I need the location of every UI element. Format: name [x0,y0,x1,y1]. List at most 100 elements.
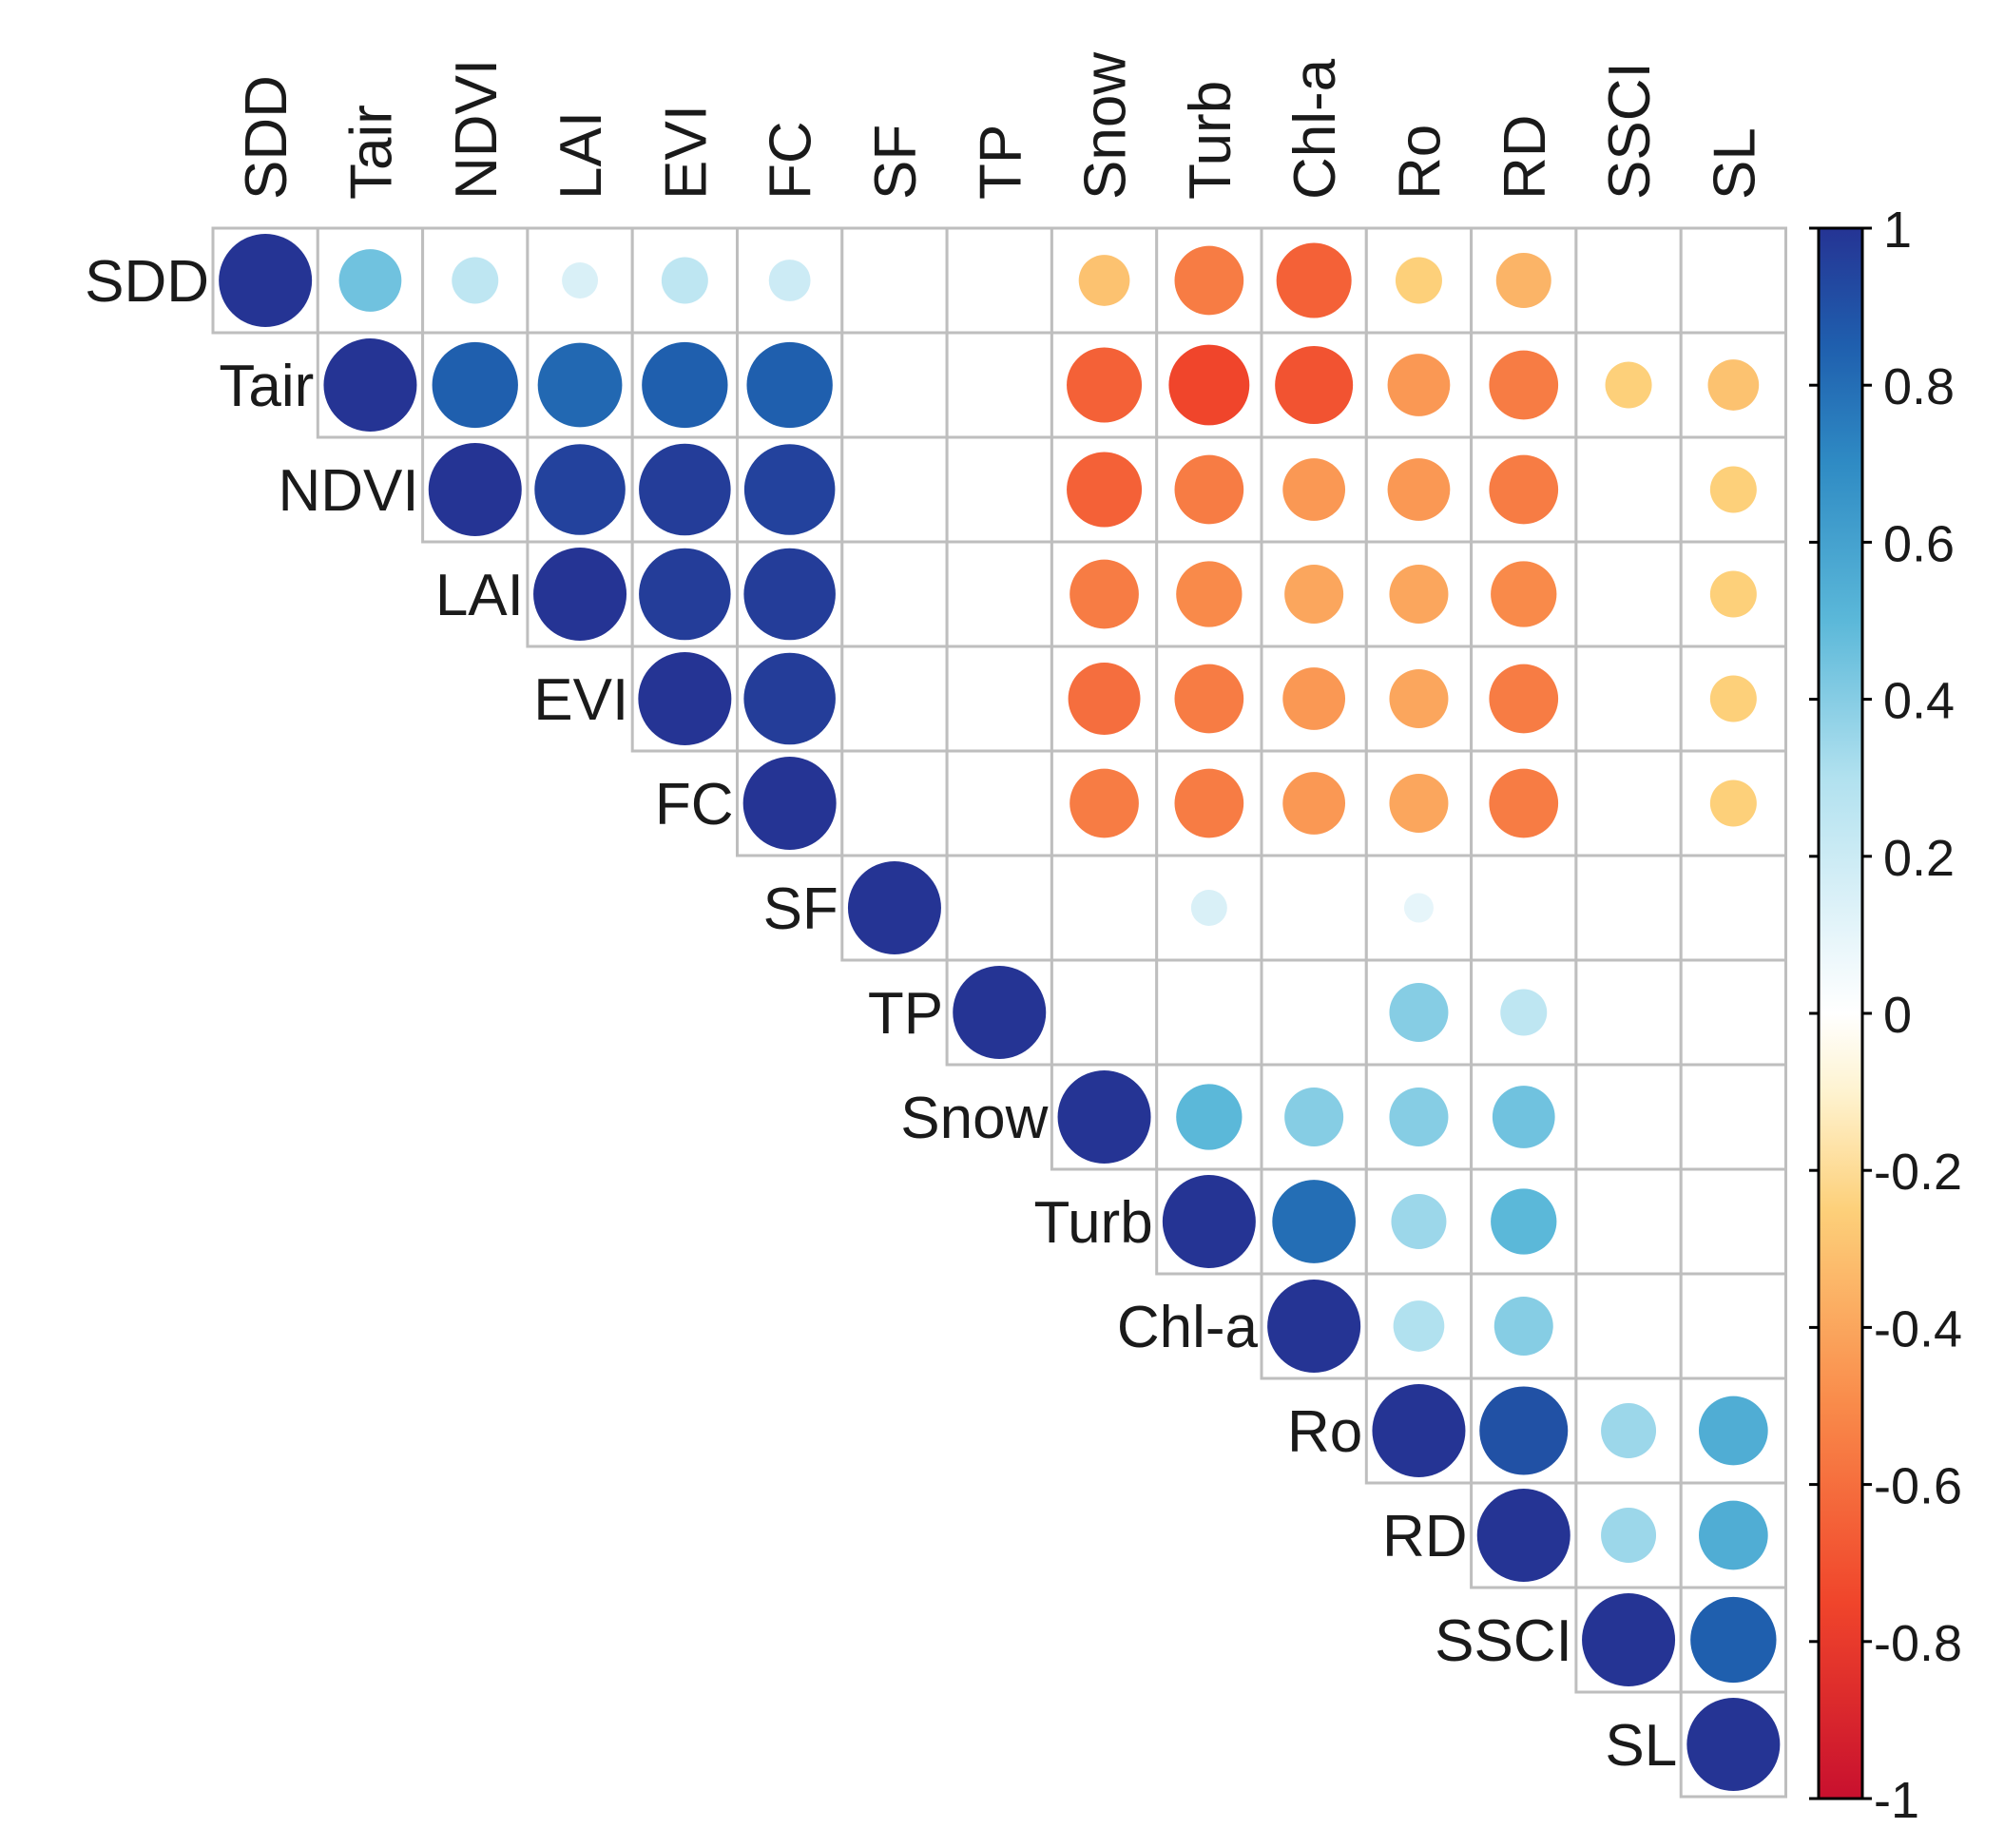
circle-Tair-Chl-a [1275,346,1354,424]
colorbar-tick-label: -0.2 [1874,1144,1962,1201]
row-label-FC: FC [655,772,734,837]
circle-EVI-FC [743,652,836,745]
colorbar-tick-label: -0.4 [1874,1300,1962,1357]
cell-NDVI-SSCI [1574,435,1683,544]
circle-NDVI-SL [1709,466,1757,513]
circle-SDD-NDVI [452,257,499,304]
circle-NDVI-EVI [639,443,731,536]
circle-SDD-RD [1495,253,1551,308]
circle-NDVI-RD [1489,454,1559,525]
circle-NDVI-LAI [534,444,626,535]
colorbar-tick-label: -1 [1874,1772,1919,1829]
circle-SF-Ro [1403,893,1434,923]
circle-Ro-SSCI [1601,1403,1657,1458]
circle-Tair-Tair [323,338,417,432]
cell-SF-Chl-a [1260,854,1368,962]
circle-LAI-Ro [1389,565,1449,624]
cell-FC-SSCI [1574,749,1683,857]
cell-EVI-SSCI [1574,645,1683,753]
circle-FC-Chl-a [1282,772,1346,835]
cell-Snow-SSCI [1574,1063,1683,1171]
cell-SDD-SL [1679,226,1787,335]
circle-Snow-Turb [1176,1084,1243,1150]
cell-TP-Chl-a [1260,958,1368,1067]
circle-FC-Snow [1069,768,1139,838]
row-label-TP: TP [868,981,943,1047]
circle-Turb-RD [1491,1188,1557,1255]
circle-NDVI-Ro [1387,458,1451,521]
circle-RD-RD [1476,1489,1570,1582]
circle-EVI-Turb [1174,664,1244,734]
cell-Snow-SL [1679,1063,1787,1171]
colorbar-tick-label: 0.4 [1883,673,1955,730]
circle-Snow-Ro [1389,1088,1449,1146]
circle-EVI-RD [1489,664,1559,734]
row-label-Snow: Snow [900,1086,1048,1151]
circle-RD-SL [1699,1500,1768,1570]
circle-SDD-Snow [1078,255,1130,306]
cell-SDD-TP [945,226,1053,335]
colorbar-tick-label: -0.6 [1874,1458,1962,1515]
cell-EVI-TP [945,645,1053,753]
circle-FC-Ro [1389,774,1449,833]
circle-Ro-RD [1479,1386,1569,1475]
cell-EVI-SF [840,645,949,753]
column-label-LAI: LAI [549,111,614,200]
colorbar-gradient [1817,226,1864,1800]
cell-Chl-a-SSCI [1574,1272,1683,1380]
cell-LAI-TP [945,540,1053,648]
circle-NDVI-NDVI [428,443,522,536]
row-label-Turb: Turb [1034,1190,1153,1256]
cell-TP-SSCI [1574,958,1683,1067]
circle-EVI-SL [1709,675,1757,722]
cell-FC-TP [945,749,1053,857]
circle-SDD-Tair [338,249,402,312]
circle-NDVI-FC [743,444,836,535]
circle-Snow-Chl-a [1284,1088,1344,1146]
circle-Tair-NDVI [432,341,518,429]
column-label-SF: SF [863,125,929,200]
circle-LAI-Turb [1176,561,1243,627]
circle-TP-TP [953,966,1047,1059]
colorbar-tick-label: 0.2 [1883,830,1955,887]
circle-Tair-LAI [537,342,623,428]
circle-SDD-FC [768,260,811,301]
circle-Ro-Ro [1372,1384,1466,1477]
colorbar-ticks: 1 0.8 0.6 0.4 0.2 0 -0.2 -0.4 -0.6 -0.8 -1 [1809,202,1962,1829]
cell-Turb-SL [1679,1167,1787,1276]
cell-TP-SL [1679,958,1787,1067]
circle-TP-Ro [1389,983,1449,1042]
circle-NDVI-Chl-a [1282,458,1346,521]
circle-Chl-a-RD [1493,1297,1553,1356]
circle-LAI-LAI [533,548,627,641]
circle-LAI-SL [1709,570,1757,618]
circle-RD-SSCI [1601,1508,1657,1563]
column-label-Tair: Tair [338,105,404,200]
circle-FC-Turb [1174,768,1244,838]
circle-LAI-Chl-a [1284,565,1344,624]
cell-NDVI-SF [840,435,949,544]
cell-NDVI-TP [945,435,1053,544]
row-label-SDD: SDD [85,249,209,315]
circle-SSCI-SSCI [1582,1593,1676,1686]
circle-LAI-FC [743,548,836,641]
row-label-NDVI: NDVI [278,458,418,524]
circle-LAI-RD [1491,561,1557,627]
circle-EVI-Ro [1389,669,1449,728]
cell-FC-SF [840,749,949,857]
correlation-circles [219,234,1781,1791]
column-label-Chl-a: Chl-a [1282,58,1348,200]
cell-SF-SSCI [1574,854,1683,962]
circle-SDD-Chl-a [1276,242,1352,318]
circle-Snow-Snow [1057,1070,1151,1164]
circle-LAI-Snow [1069,559,1139,629]
row-label-EVI: EVI [533,667,628,733]
column-label-RD: RD [1493,114,1558,200]
cell-Chl-a-SL [1679,1272,1787,1380]
cell-LAI-SSCI [1574,540,1683,648]
circle-EVI-EVI [638,652,732,745]
circle-Chl-a-Ro [1393,1300,1445,1352]
colorbar-tick-label: 0.6 [1883,515,1955,572]
circle-Chl-a-Chl-a [1267,1280,1361,1373]
